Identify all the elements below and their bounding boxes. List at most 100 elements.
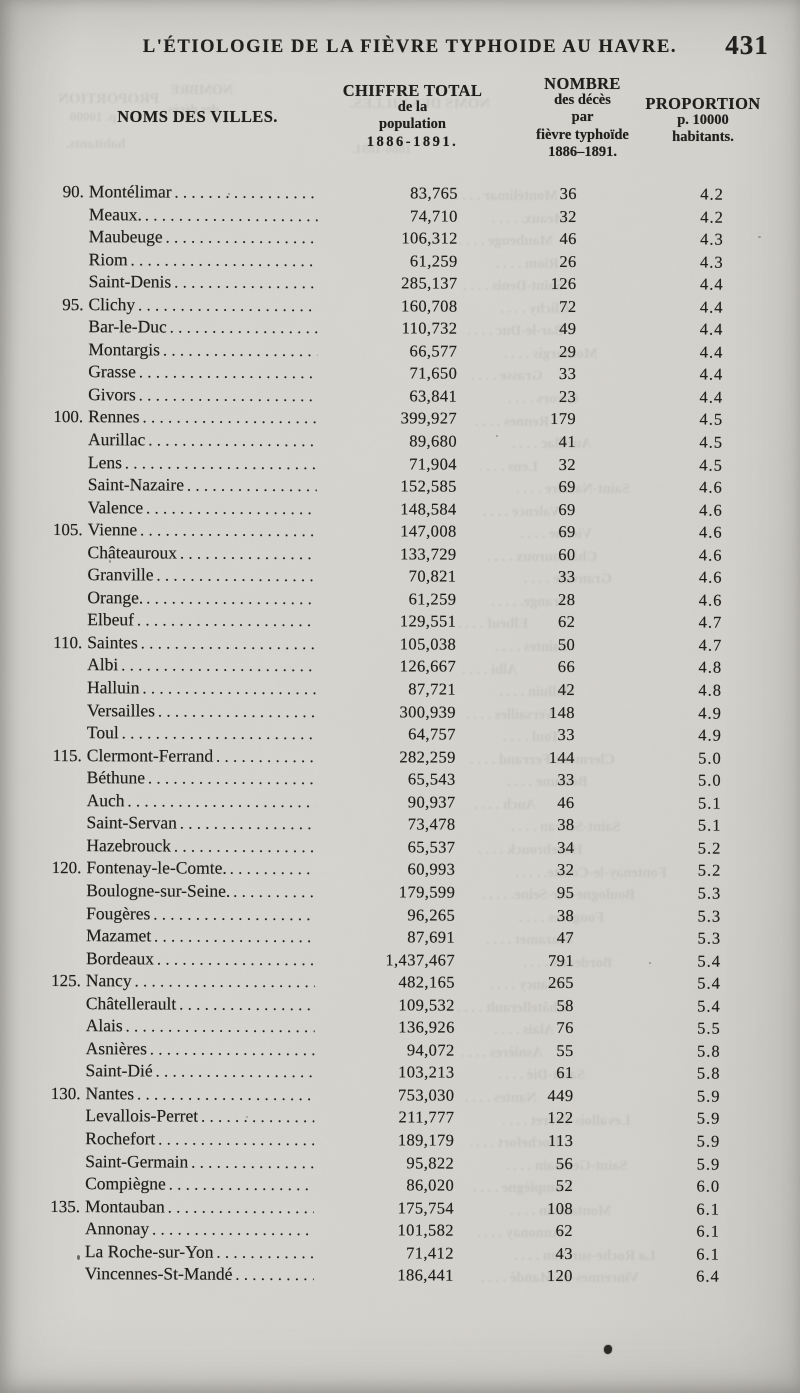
dot-leader	[198, 1105, 314, 1130]
population-value: 211,777	[398, 1107, 455, 1128]
table-row: Aurillac 89,680 41 4.5	[0, 428, 799, 454]
row-number: 105.	[52, 520, 83, 540]
city-name: Montélimar	[88, 181, 172, 202]
population-value: 175,754	[397, 1197, 455, 1218]
table-row: Givors 63,841 23 4.4	[0, 383, 799, 409]
city-name: Mazamet	[86, 925, 152, 946]
deaths-value: 49	[559, 319, 577, 339]
city-name-cell: Vienne	[88, 518, 317, 543]
city-name: Aurillac	[87, 429, 146, 450]
row-number: 135.	[50, 1196, 81, 1216]
deaths-value: 144	[548, 747, 575, 767]
deaths-value: 28	[558, 589, 576, 609]
proportion-value: 4.6	[698, 590, 723, 610]
proportion-header-line2: p. 10000	[677, 112, 729, 129]
population-value: 96,265	[407, 904, 456, 925]
city-name: Boulogne-sur-Seine.	[86, 880, 231, 901]
dot-leader	[122, 451, 317, 476]
population-value: 61,259	[408, 589, 457, 609]
population-value: 179,599	[398, 882, 456, 902]
deaths-value: 46	[557, 792, 575, 812]
table-row: Châteauroux 133,729 60 4.6	[0, 541, 799, 567]
dot-leader	[151, 924, 315, 949]
bleedthrough-ghost-text: habitants.	[66, 137, 126, 152]
population-value: 136,926	[398, 1017, 455, 1037]
dot-leader	[147, 1037, 315, 1062]
proportion-value: 4.4	[699, 342, 724, 362]
dot-leader	[132, 969, 315, 994]
city-name-cell: Givors	[88, 383, 317, 408]
table-row: Alais 136,926 76 5.5	[0, 1014, 797, 1040]
dot-leader	[155, 699, 316, 724]
city-name: Riom	[88, 248, 128, 269]
deaths-value: 33	[557, 725, 575, 745]
proportion-value: 4.7	[698, 635, 723, 655]
bleedthrough-ghost-text: NOMBRE	[170, 83, 233, 98]
city-name-cell: Bordeaux	[86, 947, 315, 972]
dot-leader	[138, 631, 317, 656]
deaths-value: 62	[557, 612, 576, 632]
deaths-value: 38	[557, 815, 575, 835]
table-row: Fougères 96,265 38 5.3	[0, 901, 797, 927]
proportion-value: 4.2	[700, 207, 724, 227]
dot-leader	[140, 406, 318, 431]
population-value: 70,821	[408, 566, 457, 586]
population-value: 133,729	[400, 544, 457, 564]
population-value: 60,993	[407, 859, 456, 880]
dot-leader	[167, 316, 318, 341]
deaths-value: 34	[557, 837, 575, 857]
city-name-cell: Clichy	[88, 293, 317, 318]
population-value: 129,551	[399, 611, 457, 631]
deaths-value: 23	[558, 386, 577, 406]
dot-leader	[145, 767, 316, 792]
population-value: 95,822	[406, 1152, 455, 1173]
city-name-cell: Toul	[87, 721, 316, 746]
city-name-cell: Albi	[87, 654, 316, 679]
deaths-value: 179	[550, 409, 577, 429]
dot-leader	[142, 203, 318, 228]
city-name: Châteauroux	[87, 541, 178, 563]
city-name: Bordeaux	[85, 947, 155, 969]
city-name: Nantes	[85, 1083, 135, 1104]
table-row: Rochefort 189,179 113 5.9	[0, 1127, 796, 1153]
city-name: Versailles	[86, 699, 156, 721]
city-name: Clermont-Ferrand	[86, 744, 214, 766]
deaths-value: 108	[547, 1198, 574, 1218]
city-name-cell: Maubeuge	[89, 225, 318, 250]
ink-blot	[604, 1345, 612, 1354]
proportion-value: 4.3	[700, 229, 724, 249]
population-value: 186,441	[397, 1265, 454, 1285]
proportion-value: 5.1	[697, 815, 722, 835]
proportion-value: 6.1	[696, 1221, 721, 1241]
deaths-value: 26	[559, 251, 577, 271]
city-name-cell: Elbeuf	[87, 609, 316, 634]
city-name-cell: Versailles	[87, 699, 316, 724]
deaths-value: 32	[557, 860, 575, 880]
row-number: 120.	[51, 858, 82, 878]
city-name: Saint-Servan	[86, 812, 177, 833]
ink-speck	[228, 193, 230, 195]
table-row: Halluin 87,721 42 4.8	[0, 676, 798, 702]
proportion-value: 4.5	[699, 432, 724, 452]
deaths-value: 52	[555, 1176, 574, 1196]
city-name: Givors	[88, 384, 136, 405]
city-name: Valence	[87, 496, 144, 518]
deaths-value: 60	[558, 544, 576, 564]
dot-leader	[213, 1240, 313, 1265]
population-value: 148,584	[400, 499, 457, 519]
city-name: Saintes	[87, 632, 138, 653]
dot-leader	[154, 564, 317, 589]
city-name-cell: Meaux.	[89, 203, 318, 228]
proportion-value: 4.4	[699, 297, 724, 317]
table-row: Bordeaux 1,437,467 791 5.4	[0, 946, 797, 972]
dot-leader	[134, 609, 316, 634]
dot-leader	[153, 1060, 315, 1085]
table-row: Asnières 94,072 55 5.8	[0, 1037, 797, 1063]
table-row: Auch 90,937 46 5.1	[0, 789, 798, 815]
city-name-cell: Vincennes-St-Mandé	[85, 1262, 314, 1287]
dot-leader	[232, 1263, 313, 1288]
dot-leader	[165, 1195, 314, 1220]
table-row: Granville 70,821 33 4.6	[0, 563, 799, 589]
dot-leader	[123, 1015, 315, 1040]
city-name: Fontenay-le-Comte.	[86, 857, 227, 879]
